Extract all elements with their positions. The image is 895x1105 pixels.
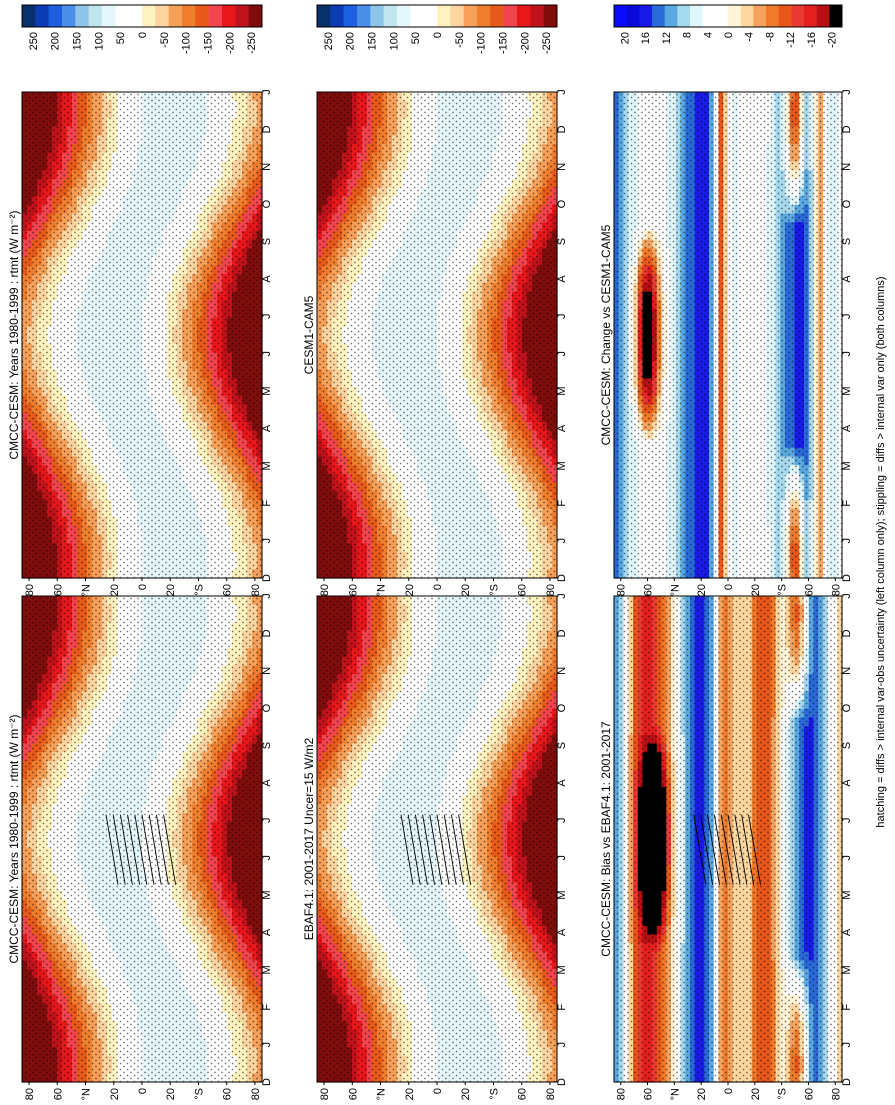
lat-tick-label: 0: [137, 584, 149, 590]
month-tick-label: M: [261, 461, 273, 470]
month-tick-label: J: [261, 314, 273, 320]
month-tick-label: M: [261, 386, 273, 395]
month-tick-label: O: [261, 199, 273, 208]
month-tick-label: N: [261, 163, 273, 171]
lat-tick-label: 60: [52, 584, 64, 596]
month-tick-label: D: [261, 574, 273, 582]
month-tick-label: A: [261, 275, 273, 283]
lat-tick-label: °S: [193, 584, 205, 596]
panel-title: CMCC-CESM: Years 1980-1999 : rtmt (W m⁻²…: [7, 210, 21, 459]
lat-tick-label: °N: [81, 584, 93, 596]
month-tick-label: F: [261, 500, 273, 507]
month-tick-label: J: [261, 538, 273, 544]
lat-tick-label: 60: [222, 584, 234, 596]
stipple-overlay: [22, 92, 262, 578]
month-tick-label: S: [261, 238, 273, 245]
month-tick-label: D: [261, 125, 273, 133]
month-tick-label: A: [261, 424, 273, 432]
lat-tick-label: 80: [24, 584, 36, 596]
lat-tick-label: 20: [165, 584, 177, 596]
lat-tick-label: 80: [250, 584, 262, 596]
lat-tick-label: 20: [109, 584, 121, 596]
panel-2: 80 60 °N 20 0 20 °S 60 80DJFMAMJJASONDJCMCC-CESM…: [7, 593, 273, 1100]
month-tick-label: J: [261, 351, 273, 357]
month-tick-label: J: [261, 89, 273, 95]
panel-1: 80 60 °N 20 0 20 °S 60 80 D J F M A M J J A S O N D J CMCC-CESM…: [7, 89, 273, 596]
